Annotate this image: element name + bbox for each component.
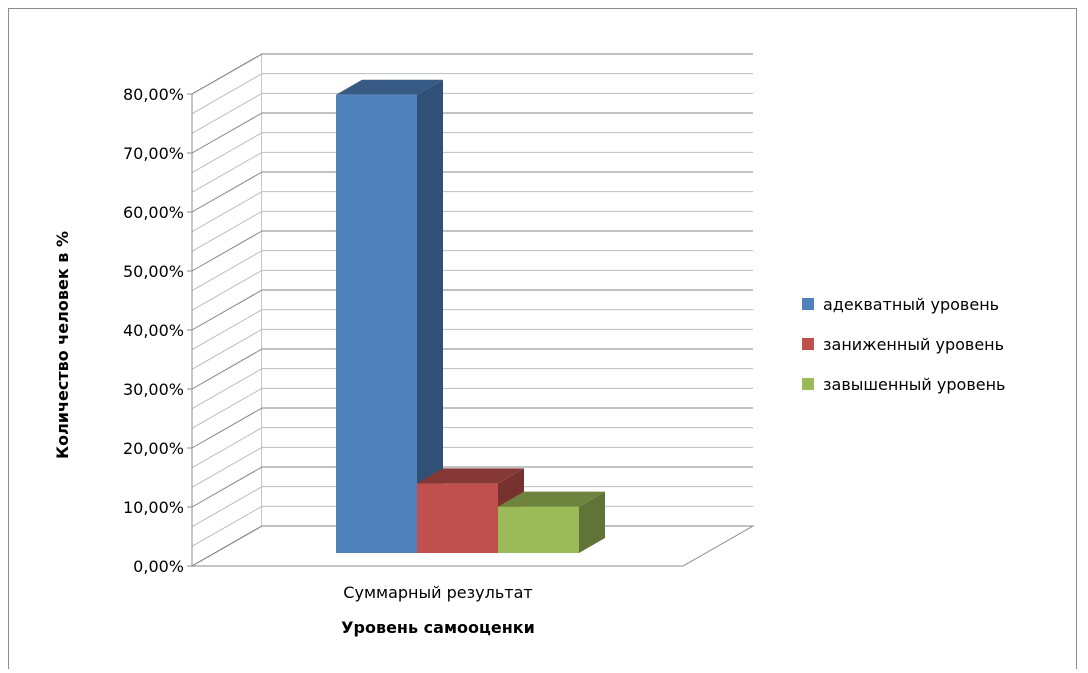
bar-side — [579, 491, 605, 553]
y-tick-label: 70,00% — [123, 144, 184, 163]
y-tick-label: 0,00% — [133, 557, 184, 576]
legend-swatch — [802, 338, 814, 350]
gridline-side — [191, 387, 263, 429]
y-tick-label: 60,00% — [123, 203, 184, 222]
legend-item: завышенный уровень — [802, 375, 1005, 394]
gridline-side — [191, 309, 263, 351]
gridline-side — [191, 132, 263, 174]
bar-front — [417, 483, 498, 553]
legend-swatch — [802, 378, 814, 390]
legend-item: адекватный уровень — [802, 295, 999, 314]
gridline-side — [191, 171, 263, 213]
y-tick-label: 20,00% — [123, 439, 184, 458]
y-tick-label: 50,00% — [123, 262, 184, 281]
bar-front — [336, 94, 417, 554]
legend-label: адекватный уровень — [823, 295, 999, 314]
gridline-side — [191, 407, 263, 449]
gridline-side — [191, 328, 263, 370]
x-axis-ticks: Суммарный результат — [343, 583, 532, 602]
gridline-side — [191, 191, 263, 233]
gridline-side — [191, 348, 263, 390]
gridline-side — [191, 151, 263, 193]
y-tick-label: 80,00% — [123, 85, 184, 104]
y-axis-title: Количество человек в % — [53, 231, 72, 459]
gridline-side — [191, 368, 263, 410]
y-tick-label: 30,00% — [123, 380, 184, 399]
gridline-side — [191, 466, 263, 508]
x-tick-label: Суммарный результат — [343, 583, 532, 602]
gridline-side — [191, 505, 263, 547]
bar — [336, 79, 443, 554]
bars — [336, 79, 605, 554]
legend-item: заниженный уровень — [802, 335, 1004, 354]
bar-top — [336, 79, 443, 95]
gridline-side — [191, 427, 263, 469]
gridline-side — [191, 525, 263, 567]
bar-side — [417, 79, 443, 554]
gridline-side — [191, 112, 263, 154]
bar-front — [498, 506, 579, 553]
bar-top — [417, 468, 524, 484]
gridline-side — [191, 269, 263, 311]
bar — [498, 491, 605, 553]
legend-swatch — [802, 298, 814, 310]
y-tick-label: 40,00% — [123, 321, 184, 340]
gridline-side — [191, 210, 263, 252]
gridline-side — [191, 250, 263, 292]
legend-label: заниженный уровень — [823, 335, 1004, 354]
y-tick-label: 10,00% — [123, 498, 184, 517]
legend-label: завышенный уровень — [823, 375, 1005, 394]
gridline-side — [191, 289, 263, 331]
gridline-side — [191, 486, 263, 528]
gridline-side — [191, 446, 263, 488]
gridline-side — [191, 73, 263, 115]
x-axis-title: Уровень самооценки — [341, 618, 535, 637]
chart-frame — [8, 8, 1077, 669]
y-axis-ticks: 0,00% 10,00% 20,00% 30,00% 40,00% 50,00% 60,00… — [123, 85, 192, 576]
legend: адекватный уровень заниженный уровень завы… — [802, 295, 1005, 394]
gridline-side — [191, 92, 263, 134]
gridline-side — [191, 230, 263, 272]
gridline-side — [191, 53, 263, 95]
bar-top — [498, 491, 605, 507]
